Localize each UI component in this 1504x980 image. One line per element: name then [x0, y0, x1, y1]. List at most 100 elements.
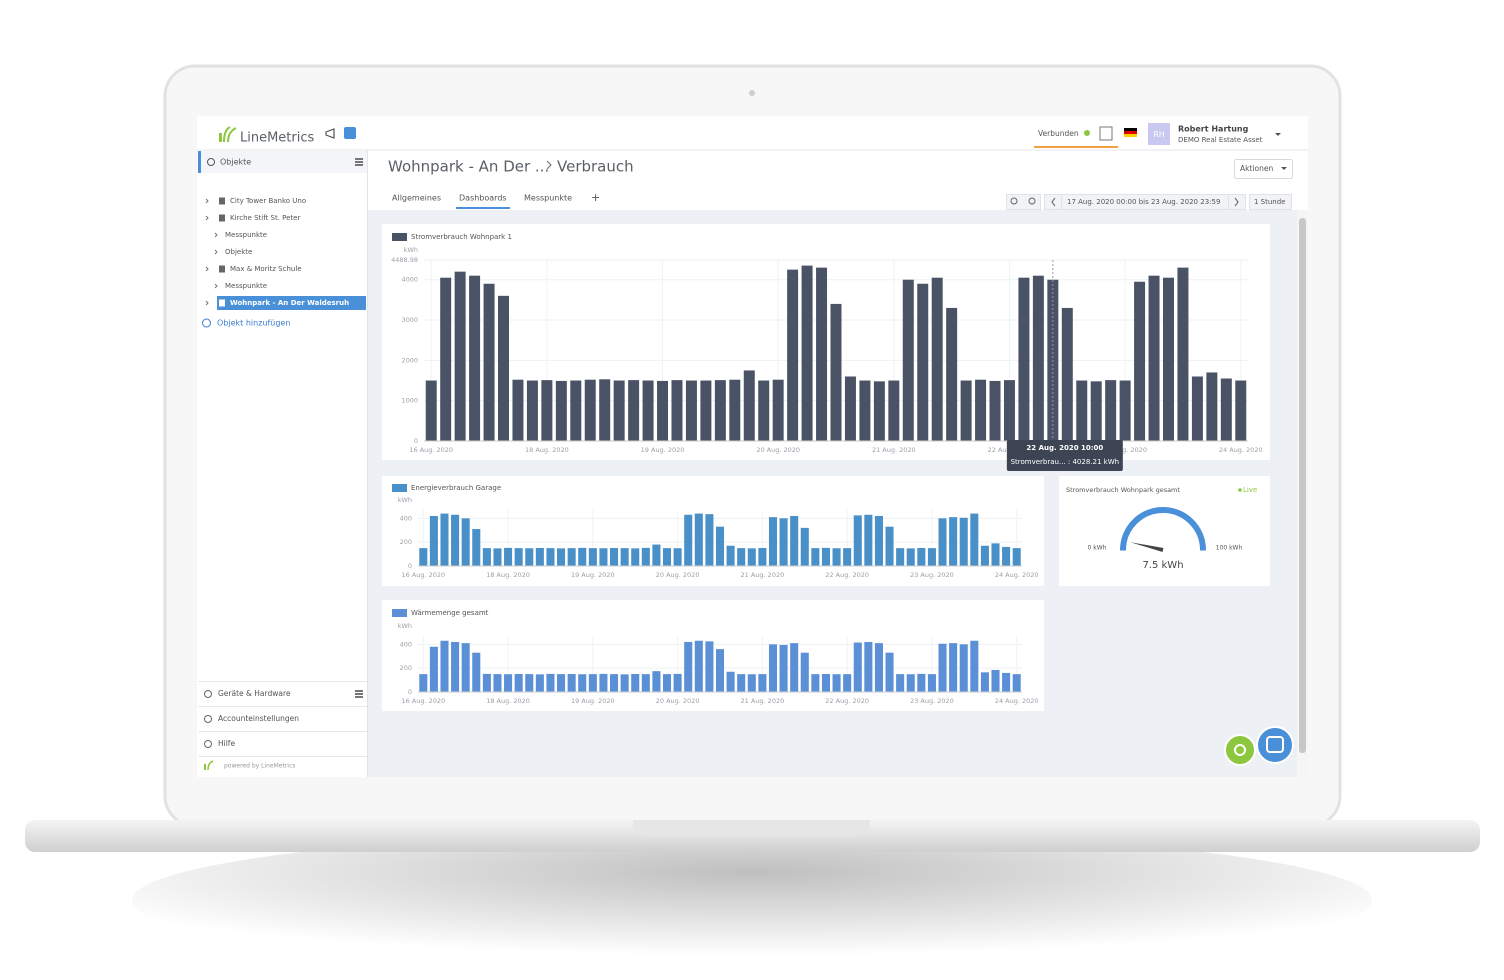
bar — [1134, 281, 1146, 441]
menu-item[interactable]: Geräte & Hardware — [218, 689, 291, 698]
tree-caret[interactable] — [205, 215, 209, 221]
bar — [859, 380, 871, 441]
tree-caret[interactable] — [214, 249, 218, 255]
building-icon — [219, 214, 225, 222]
y-tick-label: 1000 — [401, 397, 418, 405]
tree-item[interactable]: Messpunkte — [225, 231, 267, 239]
bar — [526, 380, 538, 441]
bar — [715, 526, 725, 566]
avatar[interactable] — [1148, 123, 1170, 145]
bar — [874, 515, 883, 566]
flag-de[interactable] — [1124, 128, 1137, 137]
tree-item[interactable]: Wohnpark - An Der Waldesruh — [230, 299, 349, 307]
bar — [959, 517, 968, 566]
interval[interactable]: 1 Stunde — [1254, 198, 1286, 206]
bar — [673, 673, 682, 692]
object-tree: City Tower Banko Uno Kirche Stift St. Pet… — [205, 197, 366, 310]
bar — [631, 674, 640, 692]
bar — [1148, 275, 1160, 441]
bar — [546, 548, 555, 566]
bar — [743, 370, 755, 441]
tree-item[interactable]: City Tower Banko Uno — [230, 197, 306, 205]
user-caret[interactable] — [1275, 133, 1281, 136]
gauge-value: 7.5 kWh — [1142, 560, 1183, 571]
tab[interactable]: + — [591, 191, 600, 204]
y-tick-label: 400 — [400, 640, 412, 648]
tree-caret[interactable] — [205, 198, 209, 204]
date-range[interactable]: 17 Aug. 2020 00:00 bis 23 Aug. 2020 23:5… — [1067, 198, 1220, 206]
bar — [440, 640, 449, 692]
gauge-limit: 0 kWh — [1088, 545, 1107, 552]
bar — [729, 379, 741, 441]
docs-icon[interactable] — [1099, 126, 1113, 141]
settings-button[interactable] — [1224, 734, 1256, 766]
menu-icon — [204, 715, 212, 723]
y-tick-label: 2000 — [401, 356, 418, 364]
range-controls — [1006, 194, 1292, 210]
bar — [991, 669, 1000, 692]
menu-item[interactable]: Hilfe — [218, 739, 235, 748]
bar — [1018, 277, 1030, 441]
bar — [917, 283, 929, 441]
x-tick-label: 22 Aug. 2020 — [825, 571, 869, 579]
bar — [1012, 548, 1021, 566]
add-object[interactable]: Objekt hinzufügen — [217, 319, 290, 328]
bar — [772, 379, 784, 441]
chat-button[interactable] — [1256, 726, 1294, 764]
tab[interactable]: Allgemeines — [392, 194, 441, 203]
bar — [853, 515, 862, 566]
bar — [641, 674, 650, 692]
tree-caret[interactable] — [214, 283, 218, 289]
bar — [790, 515, 799, 566]
bar — [830, 303, 842, 441]
tree-item[interactable]: Max & Moritz Schule — [230, 265, 302, 273]
list-icon[interactable] — [355, 690, 363, 698]
scrollbar-thumb[interactable] — [1299, 218, 1306, 753]
sidebar-title[interactable]: Objekte — [220, 158, 251, 167]
legend-label: Energieverbrauch Garage — [411, 484, 501, 492]
bar — [429, 646, 438, 692]
x-tick-label: 20 Aug. 2020 — [756, 446, 800, 454]
bar — [938, 518, 947, 566]
tree-item[interactable]: Messpunkte — [225, 282, 267, 290]
x-tick-label: 23 Aug. 2020 — [910, 571, 954, 579]
bar — [493, 674, 502, 692]
bar — [864, 641, 873, 692]
tree-caret[interactable] — [214, 232, 218, 238]
add-icon[interactable] — [202, 318, 211, 328]
account-name: DEMO Real Estate Asset — [1178, 136, 1263, 144]
bar — [843, 674, 852, 692]
list-icon[interactable] — [355, 158, 363, 166]
actions-button[interactable] — [1234, 159, 1293, 179]
bar — [896, 548, 905, 566]
sidebar-footer: Geräte & Hardware Accounteinstellungen Hil… — [198, 681, 367, 757]
x-tick-label: 19 Aug. 2020 — [571, 571, 615, 579]
bar — [946, 307, 958, 441]
y-axis-label: kWh — [404, 246, 418, 254]
tree-item[interactable]: Kirche Stift St. Peter — [230, 214, 300, 222]
bar — [694, 640, 703, 692]
tab[interactable]: Dashboards — [459, 194, 507, 203]
tree-caret[interactable] — [205, 266, 209, 272]
bar — [588, 548, 597, 566]
bar — [451, 641, 460, 692]
bar — [844, 376, 856, 441]
tree-item[interactable]: Objekte — [225, 248, 252, 256]
connection-status: Verbunden — [1038, 129, 1079, 138]
x-tick-label: 18 Aug. 2020 — [525, 446, 569, 454]
bar — [662, 548, 672, 566]
tab[interactable]: Messpunkte — [524, 194, 572, 203]
menu-item[interactable]: Accounteinstellungen — [218, 714, 299, 723]
bar — [1220, 378, 1232, 441]
bar — [938, 643, 947, 692]
bar — [620, 548, 629, 566]
user-name[interactable]: Robert Hartung — [1178, 125, 1249, 134]
tree-caret[interactable] — [205, 300, 209, 306]
announcement-icon[interactable] — [325, 127, 356, 139]
bar — [790, 643, 799, 692]
x-tick-label: 23 Aug. 2020 — [1103, 446, 1147, 454]
bar — [700, 380, 712, 441]
breadcrumb-parent[interactable]: Wohnpark - An Der ... — [388, 158, 549, 176]
panel — [1059, 476, 1270, 586]
